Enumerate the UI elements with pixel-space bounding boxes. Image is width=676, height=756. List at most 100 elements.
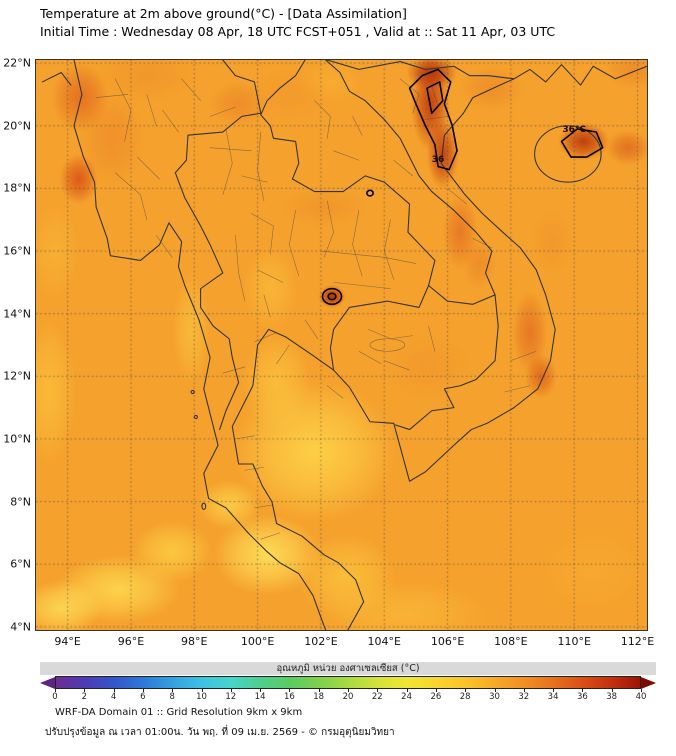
border-myanmar-laos xyxy=(260,60,306,116)
hainan-island xyxy=(534,125,602,183)
province-boundaries xyxy=(95,78,537,540)
colorbar-tick-mark xyxy=(201,689,203,692)
colorbar-tick-label: 8 xyxy=(169,692,175,702)
lon-tick-label: 96°E xyxy=(117,635,145,648)
lat-tick-label: 4°N xyxy=(10,620,31,634)
contour-small-spot xyxy=(366,189,374,197)
colorbar-tick-label: 2 xyxy=(81,692,88,702)
colorbar-gradient xyxy=(55,676,641,689)
colorbar-tick-mark xyxy=(55,689,56,692)
colorbar-tick-mark xyxy=(641,689,642,692)
colorbar-tick-label: 20 xyxy=(342,692,354,702)
colorbar-tick-label: 32 xyxy=(518,692,530,702)
map-borders-overlay xyxy=(41,60,647,630)
lon-tick-label: 94°E xyxy=(54,635,81,648)
colorbar-tick-mark xyxy=(494,689,496,692)
temperature-heatmap-canvas xyxy=(36,60,647,630)
colorbar-tick-mark xyxy=(582,689,584,692)
lon-tick-label: 110°E xyxy=(557,635,591,648)
island-dot-3 xyxy=(193,414,198,420)
lat-tick-label: 12°N xyxy=(3,369,31,383)
colorbar-ticks: 0 2 4 6 8 10 12 14 16 18 20 22 24 26 28 30 32 34 36 38 40 xyxy=(52,689,646,703)
colorbar-tick-label: 12 xyxy=(225,692,237,702)
lat-tick-label: 22°N xyxy=(3,56,31,70)
colorbar-tick-label: 40 xyxy=(635,692,647,702)
island-dot-2 xyxy=(190,389,195,395)
colorbar-tick-label: 34 xyxy=(547,692,559,702)
colorbar-tick-mark xyxy=(260,689,262,692)
colorbar-tick-label: 30 xyxy=(489,692,500,702)
lat-tick-label: 20°N xyxy=(3,119,31,133)
lon-tick-label: 104°E xyxy=(367,635,401,648)
border-top-left xyxy=(41,71,72,86)
colorbar-tick-label: 16 xyxy=(283,692,295,702)
border-thailand-laos xyxy=(260,114,436,287)
colorbar-title: อุณหภูมิ หน่วย องศาเซลเซียส (°C) xyxy=(40,662,656,675)
lat-tick-label: 10°N xyxy=(3,432,31,446)
colorbar-tick-mark xyxy=(435,689,437,692)
border-myanmar-china xyxy=(222,60,262,114)
lon-tick-label: 106°E xyxy=(430,635,465,648)
lon-tick-label: 98°E xyxy=(181,635,208,648)
colorbar-tick-label: 6 xyxy=(140,692,146,702)
lon-tick-label: 108°E xyxy=(494,635,528,648)
colorbar-tick-mark xyxy=(377,689,379,692)
colorbar-left-arrow xyxy=(40,676,55,689)
colorbar-tick-label: 4 xyxy=(110,692,117,702)
colorbar-tick-mark xyxy=(523,689,525,692)
island-dot-1 xyxy=(201,502,207,510)
colorbar-tick-mark xyxy=(113,689,115,692)
map-plot: 36 36°C 22°N 20°N 18°N 16°N 14°N 12°N 10°N 8°N 6°… xyxy=(3,57,654,648)
contour-value-label: 36 xyxy=(431,155,445,166)
lat-tick-label: 6°N xyxy=(10,557,31,571)
border-myanmar-thailand xyxy=(174,112,262,431)
page-subtitle: Initial Time : Wednesday 08 Apr, 18 UTC … xyxy=(40,24,556,39)
colorbar-tick-label: 24 xyxy=(401,692,413,702)
border-thailand-cambodia xyxy=(329,284,430,371)
colorbar-tick-label: 26 xyxy=(430,692,442,702)
border-vietnam-china xyxy=(326,60,515,80)
border-cambodia-vietnam xyxy=(394,294,499,431)
colorbar-tick-label: 28 xyxy=(459,692,471,702)
colorbar-tick-mark xyxy=(553,689,555,692)
colorbar-tick-mark xyxy=(230,689,232,692)
lat-tick-label: 14°N xyxy=(3,307,31,321)
colorbar-tick-mark xyxy=(172,689,174,692)
lon-tick-label: 102°E xyxy=(304,635,338,648)
country-borders xyxy=(41,60,515,431)
contour-36c-korat-inner xyxy=(327,292,337,301)
lat-tick-label: 18°N xyxy=(3,181,31,195)
footer-update-info: ปรับปรุงข้อมูล ณ เวลา 01:00น. วัน พฤ. ที… xyxy=(45,727,395,738)
contour-value-label: 36°C xyxy=(562,125,586,136)
temperature-contours xyxy=(321,68,604,306)
lat-tick-label: 8°N xyxy=(10,495,31,509)
colorbar-tick-label: 0 xyxy=(52,692,58,702)
colorbar-tick-label: 36 xyxy=(576,692,588,702)
contour-36c-north-vietnam-inner xyxy=(426,81,444,115)
contour-36c-hainan xyxy=(560,128,604,158)
contour-36c-north-vietnam xyxy=(408,68,458,171)
coastlines xyxy=(73,60,647,630)
lon-tick-label: 112°E xyxy=(620,635,655,648)
colorbar-tick-mark xyxy=(348,689,349,692)
colorbar-tick-label: 10 xyxy=(196,692,207,702)
page-title: Temperature at 2m above ground(°C) - [Da… xyxy=(40,6,407,21)
colorbar-tick-mark xyxy=(142,689,144,692)
colorbar-area: อุณหภูมิ หน่วย องศาเซลเซียส (°C) 0 2 4 6 8 10… xyxy=(40,662,656,703)
colorbar-tick-label: 38 xyxy=(606,692,618,702)
colorbar-tick-mark xyxy=(84,689,86,692)
colorbar xyxy=(40,676,656,689)
colorbar-tick-label: 14 xyxy=(254,692,266,702)
colorbar-tick-label: 18 xyxy=(313,692,325,702)
colorbar-tick-mark xyxy=(465,689,467,692)
coastline-west xyxy=(73,60,327,630)
colorbar-tick-mark xyxy=(406,689,408,692)
colorbar-right-arrow xyxy=(641,676,656,689)
colorbar-tick-mark xyxy=(318,689,320,692)
border-laos-cambodia xyxy=(428,284,496,305)
footer-domain-info: WRF-DA Domain 01 :: Grid Resolution 9km … xyxy=(55,707,303,718)
lon-tick-label: 100°E xyxy=(240,635,275,648)
contour-36c-korat xyxy=(321,287,343,306)
colorbar-tick-mark xyxy=(611,689,613,692)
tonle-sap-lake xyxy=(369,338,406,352)
